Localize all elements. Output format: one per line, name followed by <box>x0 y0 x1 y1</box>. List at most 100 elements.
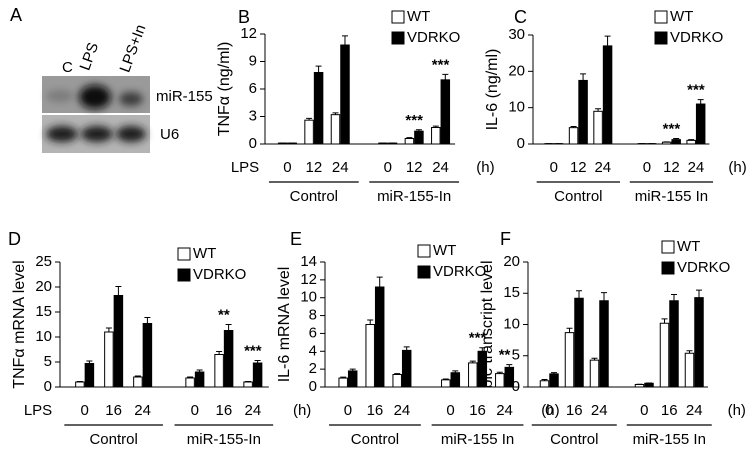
error-bar <box>342 36 348 45</box>
error-bar <box>106 328 112 332</box>
y-tick-label: 20 <box>508 62 525 79</box>
error-bar <box>144 318 150 324</box>
error-bar <box>671 295 677 301</box>
x-tick-label: 0 <box>384 159 392 176</box>
significance-label: ** <box>499 347 511 364</box>
significance-label: *** <box>432 56 450 73</box>
blot-band <box>119 92 143 106</box>
bar <box>215 355 224 388</box>
bar <box>76 382 85 387</box>
bar <box>685 353 694 387</box>
panel-letter: D <box>8 229 21 249</box>
x-tick-label: 16 <box>367 402 384 419</box>
bar <box>331 115 340 144</box>
panel-letter: E <box>290 229 302 249</box>
legend-label: WT <box>670 8 693 25</box>
bar <box>695 298 704 387</box>
bar <box>600 301 609 387</box>
bar <box>314 73 323 145</box>
x-tick-label: 0 <box>80 402 88 419</box>
panel-letter: A <box>10 5 22 25</box>
x-tick-label: 0 <box>191 402 199 419</box>
y-tick-label: 10 <box>300 289 317 306</box>
x-row-label: LPS <box>24 402 52 419</box>
bar <box>402 350 411 387</box>
y-tick-label: 0 <box>249 135 257 152</box>
bar <box>405 139 414 145</box>
x-tick-label: 16 <box>566 402 583 419</box>
group-label: miR-155-In <box>187 431 261 448</box>
legend-label: WT <box>677 238 700 255</box>
bar <box>575 298 584 387</box>
x-tick-label: 12 <box>406 159 423 176</box>
bar <box>244 382 253 387</box>
panel-letter: C <box>514 7 527 27</box>
panel-letter: B <box>238 7 250 27</box>
x-tick-label: 16 <box>216 402 233 419</box>
significance-label: *** <box>687 82 705 99</box>
y-tick-label: 9 <box>249 52 257 69</box>
bar <box>696 104 705 144</box>
error-bar <box>605 36 611 46</box>
error-bar <box>442 74 448 80</box>
y-tick-label: 12 <box>240 25 257 42</box>
error-bar <box>367 320 373 324</box>
x-row-label: LPS <box>231 159 259 176</box>
error-bar <box>662 319 668 323</box>
y-tick-label: 10 <box>503 315 520 332</box>
legend-swatch <box>418 266 430 278</box>
bar <box>442 380 451 387</box>
bar <box>224 331 233 388</box>
legend-swatch <box>178 248 190 260</box>
x-tick-label: 24 <box>496 402 513 419</box>
bar <box>550 374 559 387</box>
bar <box>114 296 123 388</box>
bar <box>415 131 424 144</box>
error-bar <box>404 347 410 351</box>
error-bar <box>567 328 573 332</box>
y-tick-label: 25 <box>35 253 52 270</box>
error-bar <box>77 382 83 383</box>
blot-panel: A C LPS LPS+In miR-155 U6 <box>10 5 213 153</box>
y-tick-label: 0 <box>44 378 52 395</box>
band-label: miR-155 <box>156 88 213 105</box>
x-tick-label: 0 <box>344 402 352 419</box>
bar <box>687 140 696 144</box>
legend-label: VDRKO <box>677 259 730 276</box>
x-tick-label: 24 <box>591 402 608 419</box>
error-bar <box>696 290 702 298</box>
x-tick-label: 0 <box>545 402 553 419</box>
legend-label: WT <box>193 245 216 262</box>
blot-band <box>79 85 111 109</box>
group-label: Control <box>550 431 598 448</box>
bar <box>348 371 357 387</box>
x-tick-label: 24 <box>394 402 411 419</box>
legend-swatch <box>662 241 674 253</box>
bar <box>305 120 314 144</box>
x-tick-label: 0 <box>550 159 558 176</box>
x-tick-label: 24 <box>245 402 262 419</box>
bar <box>451 373 460 387</box>
x-unit: (h) <box>728 159 746 176</box>
y-axis-label: TNFα mRNA level <box>11 260 28 388</box>
x-unit: (h) <box>476 159 494 176</box>
y-tick-label: 20 <box>35 278 52 295</box>
bar <box>441 80 450 144</box>
error-bar <box>576 291 582 299</box>
group-label: Control <box>554 188 602 205</box>
bar <box>366 325 375 388</box>
blot-band <box>116 126 146 142</box>
lane-label: LPS <box>77 40 103 72</box>
bar <box>339 378 348 387</box>
significance-label: *** <box>405 112 423 129</box>
x-tick-label: 24 <box>432 159 449 176</box>
bar <box>603 46 612 144</box>
x-tick-label: 12 <box>663 159 680 176</box>
x-tick-label: 12 <box>570 159 587 176</box>
bar <box>569 128 578 144</box>
x-tick-label: 16 <box>105 402 122 419</box>
bar <box>432 128 441 145</box>
